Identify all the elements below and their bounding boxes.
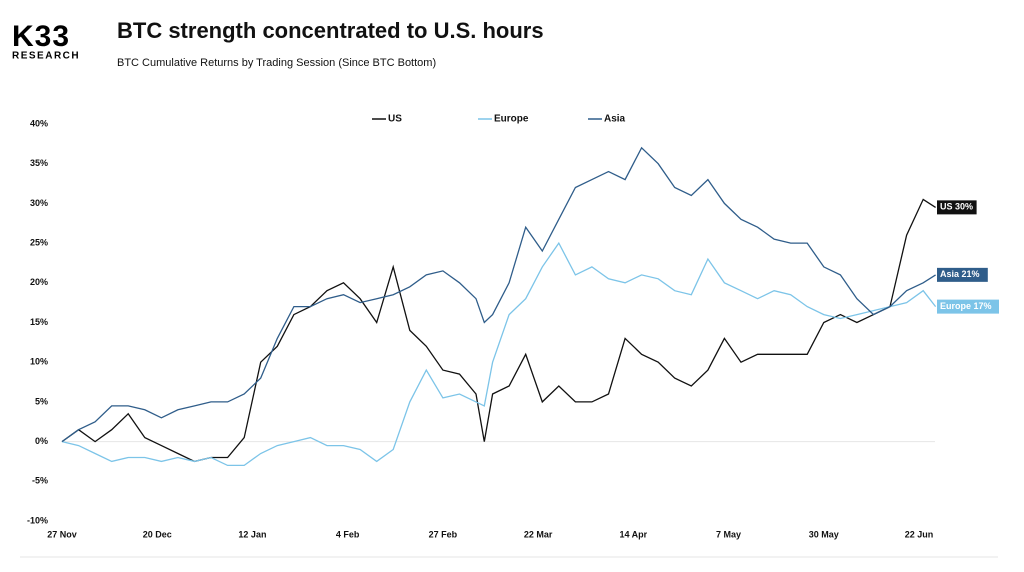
y-tick-label: 20% — [30, 277, 48, 287]
y-tick-label: -5% — [32, 476, 48, 486]
y-tick-label: 30% — [30, 198, 48, 208]
x-tick-label: 22 Jun — [905, 529, 934, 539]
y-tick-label: 25% — [30, 237, 48, 247]
logo-sub: RESEARCH — [12, 51, 80, 62]
series-line — [61, 241, 937, 467]
y-tick-label: 40% — [30, 118, 48, 128]
x-tick-label: 30 May — [809, 529, 839, 539]
x-tick-label: 14 Apr — [620, 529, 648, 539]
end-label: Asia 21% — [940, 269, 980, 279]
end-label-box — [937, 267, 988, 282]
x-tick-label: 27 Nov — [47, 529, 77, 539]
end-label: US 30% — [940, 202, 973, 212]
x-tick-label: 22 Mar — [524, 529, 553, 539]
y-tick-label: 0% — [35, 436, 48, 446]
y-tick-label: 10% — [30, 357, 48, 367]
end-label-box — [937, 200, 977, 215]
legend-label: US — [388, 114, 402, 125]
x-tick-label: 27 Feb — [429, 529, 458, 539]
legend-label: Europe — [494, 114, 529, 125]
end-label: Europe 17% — [940, 301, 992, 311]
y-tick-label: 35% — [30, 158, 48, 168]
legend-label: Asia — [604, 114, 626, 125]
logo-mark: K33 — [12, 20, 70, 53]
series-line — [61, 198, 936, 463]
x-tick-label: 12 Jan — [238, 529, 266, 539]
x-tick-label: 20 Dec — [143, 529, 172, 539]
series-line — [61, 146, 936, 443]
y-tick-label: 15% — [30, 317, 48, 327]
chart-title: BTC strength concentrated to U.S. hours — [117, 18, 544, 43]
y-tick-label: -10% — [27, 515, 48, 525]
x-tick-label: 7 May — [716, 529, 741, 539]
end-label-box — [937, 299, 999, 314]
y-tick-label: 5% — [35, 396, 48, 406]
chart-subtitle: BTC Cumulative Returns by Trading Sessio… — [117, 57, 436, 69]
x-tick-label: 4 Feb — [336, 529, 360, 539]
